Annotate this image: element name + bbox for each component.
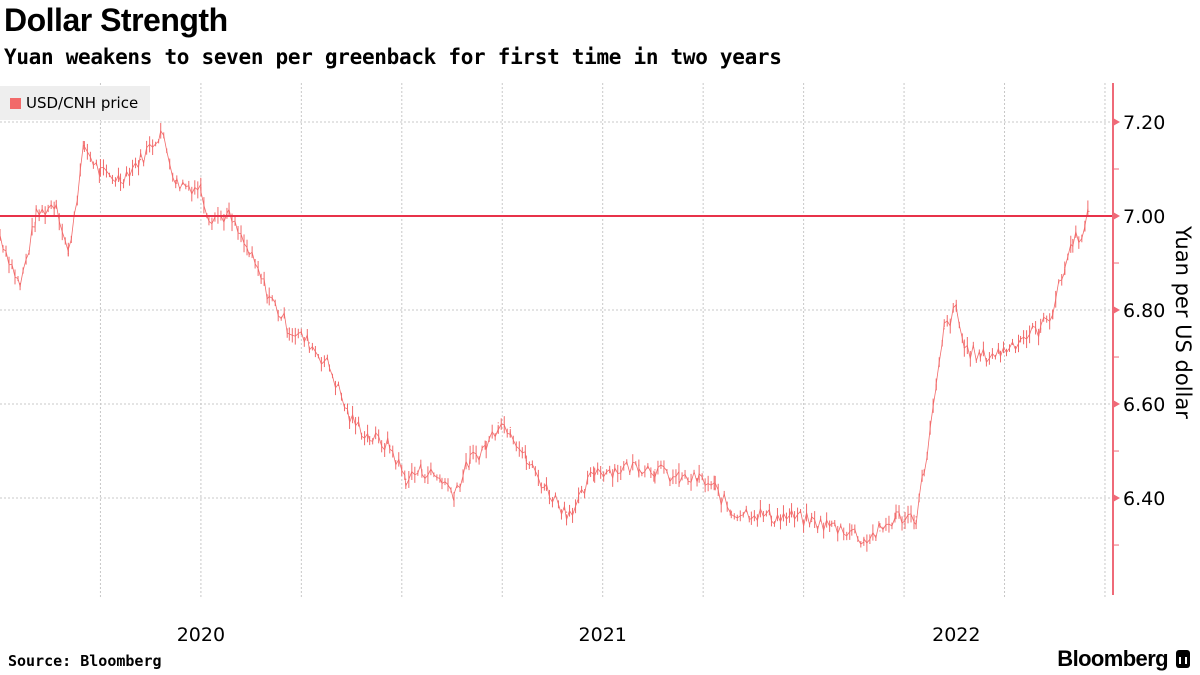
price-point xyxy=(614,469,616,471)
y-tick-label: 7.20 xyxy=(1123,112,1165,134)
price-point xyxy=(421,469,423,471)
price-point xyxy=(638,464,640,466)
price-point xyxy=(790,516,793,518)
price-point xyxy=(1084,229,1086,231)
price-point xyxy=(83,144,85,147)
price-point xyxy=(268,295,270,297)
price-point xyxy=(119,177,122,180)
price-point xyxy=(594,469,596,471)
price-point xyxy=(328,365,331,368)
price-point xyxy=(405,478,407,480)
price-point xyxy=(140,159,142,161)
price-point xyxy=(923,469,925,471)
price-point xyxy=(453,492,455,494)
price-point xyxy=(509,426,511,429)
price-point xyxy=(863,539,865,541)
x-tick-label: 2020 xyxy=(177,624,225,646)
y-tick-mark xyxy=(1113,494,1120,503)
price-point xyxy=(1052,309,1054,311)
price-point xyxy=(485,445,487,447)
source-note: Source: Bloomberg xyxy=(8,652,162,670)
price-point xyxy=(979,356,982,358)
price-point xyxy=(99,173,102,175)
price-point xyxy=(915,516,917,518)
price-point xyxy=(288,328,290,330)
logo-text: Bloomberg xyxy=(1057,646,1168,671)
price-point xyxy=(678,478,680,480)
legend-label: USD/CNH price xyxy=(26,94,139,112)
price-point xyxy=(389,445,391,447)
price-point xyxy=(200,187,202,189)
legend: USD/CNH price xyxy=(0,86,151,120)
chart-title: Dollar Strength xyxy=(4,2,228,38)
y-tick-mark xyxy=(1113,400,1120,409)
price-point xyxy=(851,530,853,532)
price-point xyxy=(1019,337,1022,339)
price-point xyxy=(1072,238,1074,241)
y-axis-label: Yuan per US dollar xyxy=(1171,225,1195,419)
price-point xyxy=(545,488,548,490)
price-point xyxy=(1064,267,1066,269)
price-point xyxy=(55,201,57,203)
bloomberg-terminal-icon xyxy=(1176,650,1190,668)
x-tick-label: 2022 xyxy=(932,624,980,646)
price-point xyxy=(750,511,752,513)
price-point xyxy=(714,488,716,490)
x-tick-label: 2021 xyxy=(579,624,627,646)
price-point xyxy=(963,347,965,349)
price-point xyxy=(160,130,162,133)
price-point xyxy=(369,436,371,438)
price-point xyxy=(308,342,310,344)
y-tick-mark xyxy=(1113,212,1120,221)
price-point xyxy=(935,389,937,391)
price-point xyxy=(348,417,351,419)
y-tick-label: 6.60 xyxy=(1123,394,1165,416)
price-point xyxy=(176,182,178,184)
legend-swatch xyxy=(10,97,21,109)
price-point xyxy=(730,511,732,513)
price-point xyxy=(469,459,471,462)
price-point xyxy=(831,525,833,527)
price-point xyxy=(955,309,957,311)
price-point xyxy=(770,516,773,518)
price-point xyxy=(895,516,897,518)
price-series-line xyxy=(0,129,1089,545)
price-point xyxy=(1088,210,1090,212)
price-point xyxy=(248,253,250,255)
chart-subtitle: Yuan weakens to seven per greenback for … xyxy=(4,45,782,69)
price-point xyxy=(67,253,69,255)
price-point xyxy=(0,234,1,236)
y-tick-label: 7.00 xyxy=(1123,206,1165,228)
price-point xyxy=(811,520,813,523)
price-point xyxy=(497,422,499,424)
price-point xyxy=(19,285,21,288)
price-point xyxy=(565,511,568,513)
price-point xyxy=(698,478,700,480)
price-point xyxy=(943,328,945,330)
bloomberg-logo: Bloomberg xyxy=(1057,646,1190,672)
y-tick-mark xyxy=(1113,306,1120,315)
y-tick-mark xyxy=(1113,118,1120,127)
price-point xyxy=(441,478,443,480)
price-point xyxy=(879,530,881,532)
price-point xyxy=(577,502,580,504)
price-point xyxy=(1040,328,1042,330)
price-point xyxy=(654,469,656,471)
y-tick-label: 6.80 xyxy=(1123,300,1165,322)
price-point xyxy=(999,351,1002,353)
y-tick-label: 6.40 xyxy=(1123,488,1165,510)
price-point xyxy=(525,459,527,462)
